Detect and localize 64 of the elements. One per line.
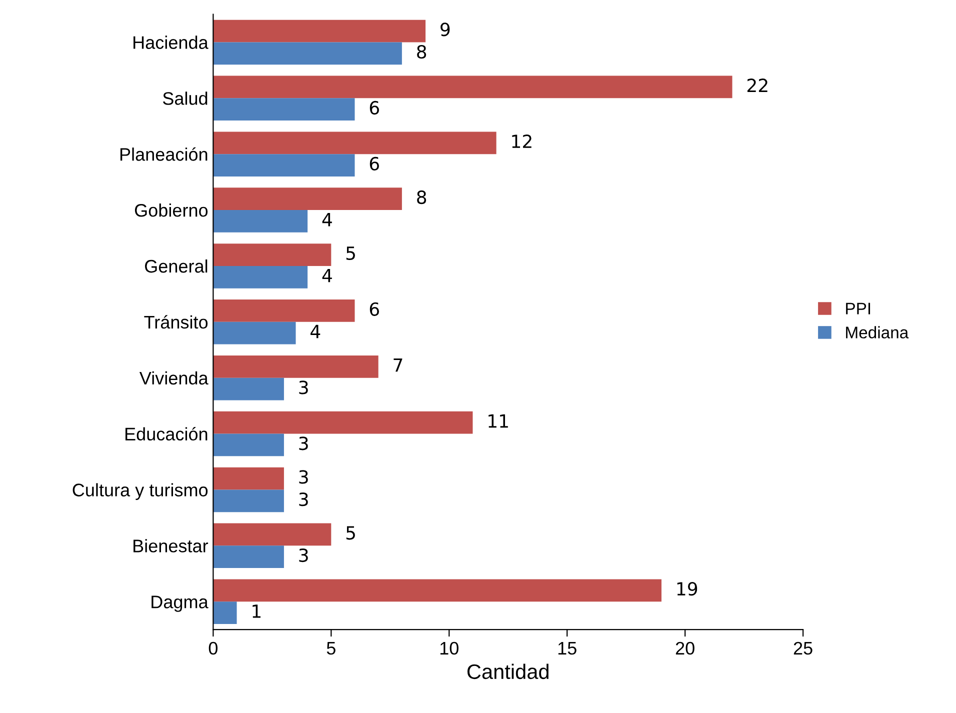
data-label: 3	[299, 548, 308, 562]
data-label: 7	[394, 358, 402, 372]
bar	[213, 546, 284, 568]
data-label: 1	[252, 604, 260, 618]
bar	[213, 322, 296, 344]
y-tick-label: Tránsito	[144, 315, 208, 329]
bar	[213, 434, 284, 456]
bar	[213, 20, 426, 42]
data-label: 5	[346, 246, 355, 260]
bar	[213, 76, 732, 98]
bar	[213, 244, 332, 266]
bar	[213, 378, 284, 400]
x-tick-label: 0	[208, 642, 218, 655]
bar	[213, 490, 284, 512]
bar	[213, 411, 473, 434]
bar	[213, 467, 284, 490]
y-tick-label: Gobierno	[134, 204, 208, 217]
x-tick-label: 5	[326, 642, 336, 655]
bar	[213, 602, 237, 624]
y-tick-label: General	[145, 259, 208, 273]
data-label: 8	[417, 45, 426, 59]
y-tick-label: Planeación	[120, 147, 208, 161]
bar	[213, 300, 355, 322]
data-label: 5	[346, 526, 355, 540]
data-label: 3	[299, 380, 308, 394]
bar	[213, 154, 355, 176]
data-label: 22	[747, 78, 768, 92]
data-label: 4	[322, 268, 332, 282]
y-tick-label: Bienestar	[134, 539, 208, 552]
bar	[213, 266, 308, 288]
data-label: 12	[512, 134, 532, 148]
bar	[213, 42, 402, 65]
bar	[213, 188, 402, 210]
x-axis-title: Cantidad	[467, 664, 548, 680]
y-tick-label: Educación	[125, 427, 208, 441]
data-label: 3	[299, 436, 308, 450]
x-tick-label: 20	[676, 642, 694, 655]
y-tick-label: Salud	[162, 92, 208, 105]
bar	[213, 210, 308, 232]
y-tick-label: Dagma	[152, 596, 208, 612]
data-label: 8	[417, 190, 426, 204]
legend-label: Mediana	[846, 326, 909, 338]
data-label: 3	[299, 470, 308, 484]
data-label: 6	[370, 100, 379, 115]
y-tick-label: Hacienda	[134, 36, 208, 49]
data-label: 9	[440, 22, 450, 36]
y-tick-label: Vivienda	[139, 371, 208, 385]
legend-label: PPI	[846, 302, 870, 314]
data-label: 4	[322, 213, 332, 226]
data-label: 4	[310, 324, 320, 338]
bar	[213, 579, 662, 602]
data-label: 3	[299, 492, 308, 506]
data-label: 6	[370, 156, 379, 171]
y-tick-label: Cultura y turismo	[72, 483, 208, 500]
bar	[213, 132, 496, 154]
x-tick-label: 10	[440, 642, 458, 655]
bar	[213, 523, 332, 546]
data-label: 6	[370, 302, 379, 316]
bar	[213, 355, 378, 378]
x-tick-label: 15	[558, 642, 576, 655]
data-label: 19	[677, 582, 698, 596]
data-label: 11	[488, 414, 508, 428]
bar	[213, 98, 355, 121]
x-tick-label: 25	[794, 642, 812, 655]
